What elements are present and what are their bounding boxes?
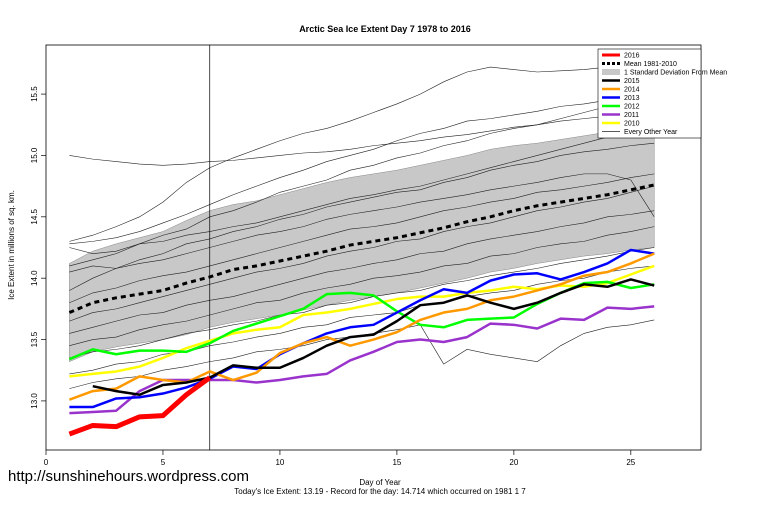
footer-text: Today's Ice Extent: 13.19 - Record for t… <box>234 487 526 496</box>
other-year-line <box>69 173 655 273</box>
y-tick-label: 14.0 <box>30 270 39 286</box>
x-tick-label: 5 <box>161 458 166 467</box>
x-tick-label: 10 <box>275 458 284 467</box>
x-tick-label: 25 <box>626 458 635 467</box>
x-axis-label: Day of Year <box>359 478 401 487</box>
legend-label: 1 Standard Deviation From Mean <box>624 70 727 77</box>
y-tick-label: 15.0 <box>30 147 39 163</box>
legend-label: 2012 <box>624 104 640 111</box>
chart-title: Arctic Sea Ice Extent Day 7 1978 to 2016 <box>299 24 471 34</box>
other-year-line <box>69 128 655 254</box>
y-tick-label: 14.5 <box>30 208 39 224</box>
legend-label: Every Other Year <box>624 129 678 136</box>
x-tick-label: 0 <box>44 458 49 467</box>
series-line-2014 <box>68 252 655 401</box>
other-year-line <box>69 142 655 291</box>
other-year-line <box>69 93 655 267</box>
legend-label: 2015 <box>624 78 640 85</box>
other-year-line <box>69 265 655 375</box>
y-axis-label: Ice Extent in millions of sq. km. <box>7 190 16 300</box>
y-tick-label: 13.5 <box>30 331 39 347</box>
other-year-line <box>69 87 655 245</box>
series-line-2016 <box>68 375 212 437</box>
other-year-line <box>69 64 655 242</box>
other-year-line <box>69 185 655 322</box>
legend-swatch <box>602 69 620 75</box>
plot-frame <box>45 44 702 451</box>
series-line-2015 <box>92 278 655 397</box>
x-tick-label: 15 <box>392 458 401 467</box>
legend-label: 2014 <box>624 87 640 94</box>
legend-label: 2016 <box>624 53 640 60</box>
y-tick-label: 15.5 <box>30 86 39 102</box>
legend-label: Mean 1981-2010 <box>624 61 677 68</box>
other-year-line <box>69 247 655 359</box>
other-year-line <box>69 173 655 304</box>
legend-label: 2011 <box>624 112 639 119</box>
x-tick-label: 20 <box>509 458 518 467</box>
other-year-line <box>69 226 655 346</box>
series-line-2013 <box>69 248 655 409</box>
watermark: http://sunshinehours.wordpress.com <box>8 468 249 485</box>
y-tick-label: 13.0 <box>30 393 39 409</box>
other-year-line <box>69 110 655 166</box>
other-year-line <box>69 210 655 334</box>
legend-label: 2013 <box>624 95 640 102</box>
legend-label: 2010 <box>624 121 640 128</box>
series-line-mean-1981-2010 <box>68 183 655 314</box>
